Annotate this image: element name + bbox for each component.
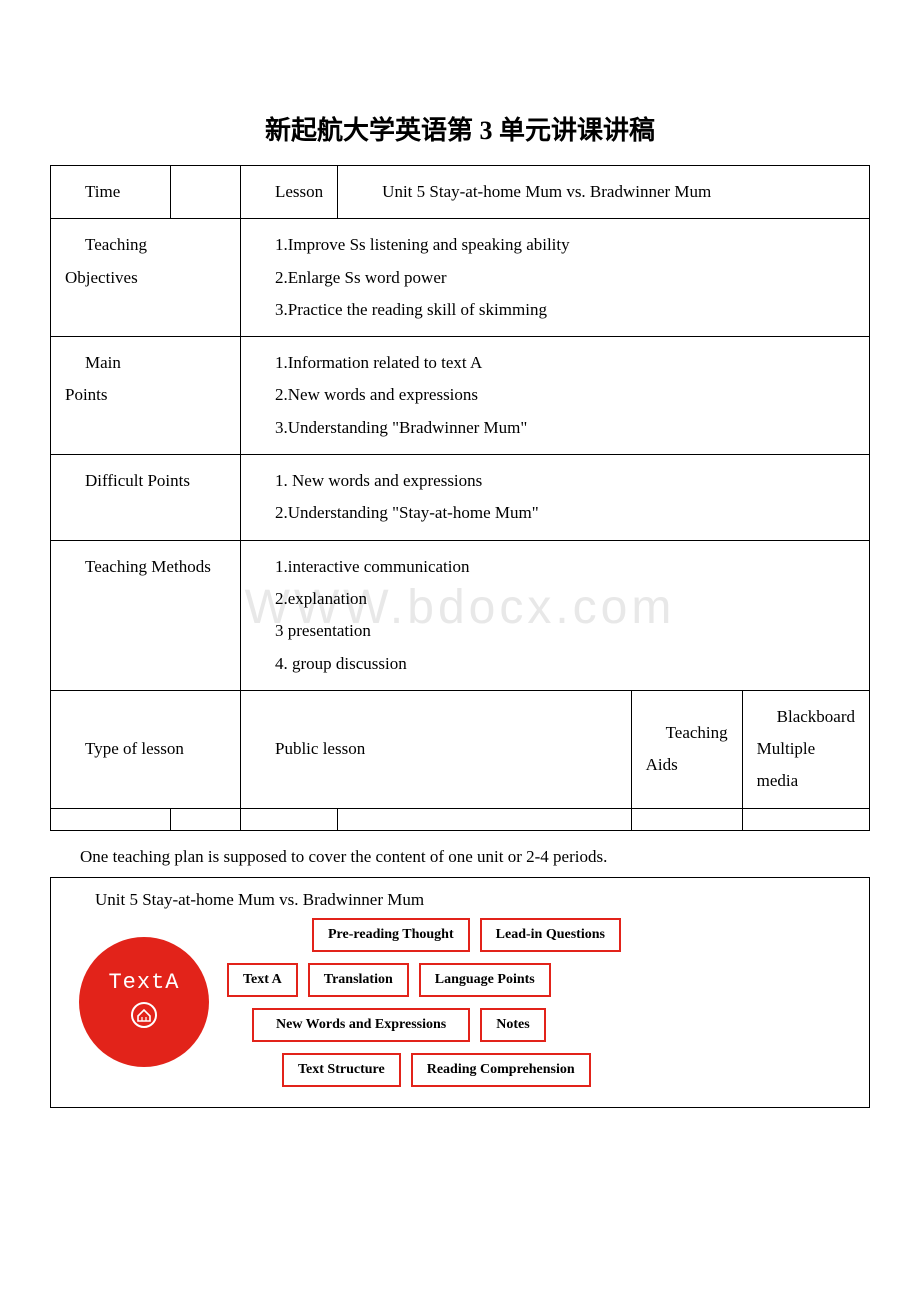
empty-cell <box>742 808 869 830</box>
diagram-box: Reading Comprehension <box>411 1053 591 1087</box>
diagram-row: Text Structure Reading Comprehension <box>282 1053 855 1087</box>
diagram-row: Text A Translation Language Points <box>227 963 855 997</box>
teaching-objectives-label: Teaching Objectives <box>51 219 241 337</box>
diagram-box: Pre-reading Thought <box>312 918 470 952</box>
diagram-rows: Pre-reading Thought Lead-in Questions Te… <box>227 918 855 1087</box>
empty-cell <box>51 808 171 830</box>
diagram-box: Notes <box>480 1008 545 1042</box>
empty-cell <box>171 808 241 830</box>
diagram-area: TextA Pre-reading Thought <box>65 918 855 1087</box>
main-points-label: Main Points <box>51 337 241 455</box>
teaching-methods-value: 1.interactive communication 2.explanatio… <box>241 540 870 690</box>
text-a-circle: TextA <box>79 937 209 1067</box>
diagram-table: Unit 5 Stay-at-home Mum vs. Bradwinner M… <box>50 877 870 1108</box>
page-title: 新起航大学英语第 3 单元讲课讲稿 <box>50 110 870 147</box>
difficult-points-value: 1. New words and expressions 2.Understan… <box>241 455 870 541</box>
empty-cell <box>631 808 742 830</box>
teaching-methods-label: Teaching Methods <box>51 540 241 690</box>
teaching-aids-value: Blackboard Multiple media <box>742 690 869 808</box>
time-label: Time <box>51 166 171 219</box>
lesson-value: Unit 5 Stay-at-home Mum vs. Bradwinner M… <box>338 166 870 219</box>
diagram-box: Text Structure <box>282 1053 401 1087</box>
table-row <box>51 808 870 830</box>
diagram-row: Pre-reading Thought Lead-in Questions <box>312 918 855 952</box>
lesson-plan-table: Time Lesson Unit 5 Stay-at-home Mum vs. … <box>50 165 870 831</box>
diagram-box: Lead-in Questions <box>480 918 621 952</box>
diagram-box: Language Points <box>419 963 551 997</box>
table-row: Main Points 1.Information related to tex… <box>51 337 870 455</box>
diagram-title: Unit 5 Stay-at-home Mum vs. Bradwinner M… <box>95 890 855 910</box>
table-row: Teaching Objectives 1.Improve Ss listeni… <box>51 219 870 337</box>
type-of-lesson-label: Type of lesson <box>51 690 241 808</box>
circle-label: TextA <box>108 970 179 995</box>
empty-cell <box>241 808 338 830</box>
diagram-box: New Words and Expressions <box>252 1008 470 1042</box>
table-row: Difficult Points 1. New words and expres… <box>51 455 870 541</box>
diagram-box: Translation <box>308 963 409 997</box>
difficult-points-label: Difficult Points <box>51 455 241 541</box>
diagram-row: New Words and Expressions Notes <box>252 1008 855 1042</box>
lesson-label: Lesson <box>241 166 338 219</box>
teaching-aids-label: Teaching Aids <box>631 690 742 808</box>
diagram-box: Text A <box>227 963 298 997</box>
time-value <box>171 166 241 219</box>
empty-cell <box>338 808 631 830</box>
table-row: Time Lesson Unit 5 Stay-at-home Mum vs. … <box>51 166 870 219</box>
home-icon <box>130 1001 158 1034</box>
type-of-lesson-value: Public lesson <box>241 690 632 808</box>
table-row: Type of lesson Public lesson Teaching Ai… <box>51 690 870 808</box>
main-points-value: 1.Information related to text A 2.New wo… <box>241 337 870 455</box>
note-text: One teaching plan is supposed to cover t… <box>50 845 870 877</box>
table-row: Teaching Methods 1.interactive communica… <box>51 540 870 690</box>
teaching-objectives-value: 1.Improve Ss listening and speaking abil… <box>241 219 870 337</box>
diagram-cell: Unit 5 Stay-at-home Mum vs. Bradwinner M… <box>51 877 870 1107</box>
